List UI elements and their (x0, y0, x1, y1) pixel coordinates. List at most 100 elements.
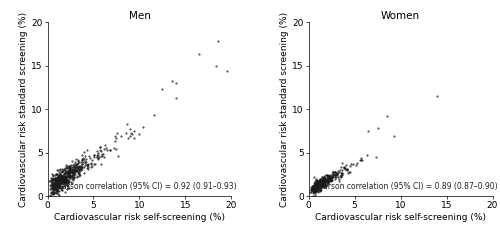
Point (57, 173, 65, 177)
Point (123, 122, 131, 126)
Point (61, 166, 69, 170)
Point (54, 172, 62, 176)
Point (317, 178, 325, 182)
Point (58, 178, 66, 182)
Point (320, 178, 328, 182)
Point (346, 164, 354, 168)
Point (90, 162, 98, 166)
Point (66, 168, 74, 172)
Point (60, 169, 68, 172)
Point (65, 173, 73, 177)
Point (59, 177, 67, 181)
Point (318, 178, 326, 182)
Point (343, 167, 351, 171)
Point (318, 181, 326, 184)
Point (340, 167, 348, 171)
Point (310, 180, 318, 184)
Point (54, 178, 62, 182)
Point (330, 171, 338, 174)
Point (310, 182, 318, 186)
Point (50, 187, 58, 191)
Point (320, 184, 328, 188)
Point (310, 185, 318, 189)
Point (50, 182, 58, 186)
Point (312, 185, 320, 189)
Point (66, 178, 74, 182)
Point (62, 181, 70, 184)
Point (53, 180, 61, 184)
Point (327, 176, 335, 180)
Point (54, 169, 62, 172)
Point (64, 181, 72, 184)
Point (70, 175, 78, 179)
Point (309, 186, 317, 190)
Point (116, 134, 124, 138)
Point (312, 188, 320, 192)
Point (318, 180, 326, 184)
Point (324, 181, 332, 185)
Point (78, 165, 86, 169)
Point (74, 165, 82, 169)
Point (318, 182, 326, 186)
Point (312, 184, 320, 188)
Point (50, 183, 58, 187)
Point (312, 185, 320, 189)
Point (60, 176, 68, 180)
Point (70, 163, 78, 167)
Point (70, 170, 78, 174)
Point (77, 166, 85, 170)
Point (75, 168, 83, 172)
Point (70, 169, 78, 172)
Point (74, 170, 82, 174)
Point (315, 185, 323, 189)
Point (47, 194, 55, 198)
Point (80, 150, 88, 154)
Point (72, 163, 80, 167)
Point (58, 179, 66, 183)
Point (50, 186, 58, 190)
Point (318, 183, 326, 187)
Point (57, 178, 65, 182)
Point (310, 185, 318, 189)
Point (56, 183, 64, 186)
Point (65, 168, 73, 172)
Point (74, 174, 82, 178)
Point (310, 181, 318, 185)
Point (64, 179, 72, 183)
Point (62, 180, 70, 184)
Point (82, 155, 90, 159)
Point (52, 182, 60, 186)
Point (52, 177, 60, 181)
Point (320, 184, 328, 188)
Point (324, 176, 332, 180)
Point (50, 186, 58, 190)
Point (321, 177, 329, 181)
Point (310, 186, 318, 190)
Point (332, 171, 340, 175)
Point (324, 178, 332, 182)
Point (310, 186, 318, 190)
Point (54, 177, 62, 181)
Point (334, 169, 342, 172)
Point (79, 156, 87, 160)
Point (320, 180, 328, 184)
Point (316, 178, 324, 182)
Point (48, 187, 56, 191)
Point (57, 176, 65, 180)
Point (64, 168, 72, 172)
Point (79, 160, 87, 164)
Point (214, 39, 222, 43)
Point (68, 180, 76, 184)
Point (78, 165, 86, 169)
Point (49, 189, 57, 193)
Point (54, 177, 62, 181)
Point (78, 162, 86, 166)
Point (322, 178, 330, 182)
Point (316, 181, 324, 185)
Point (55, 179, 63, 183)
Point (106, 148, 114, 152)
Point (352, 163, 360, 167)
Point (68, 165, 76, 169)
Point (321, 183, 329, 186)
Point (101, 143, 109, 147)
